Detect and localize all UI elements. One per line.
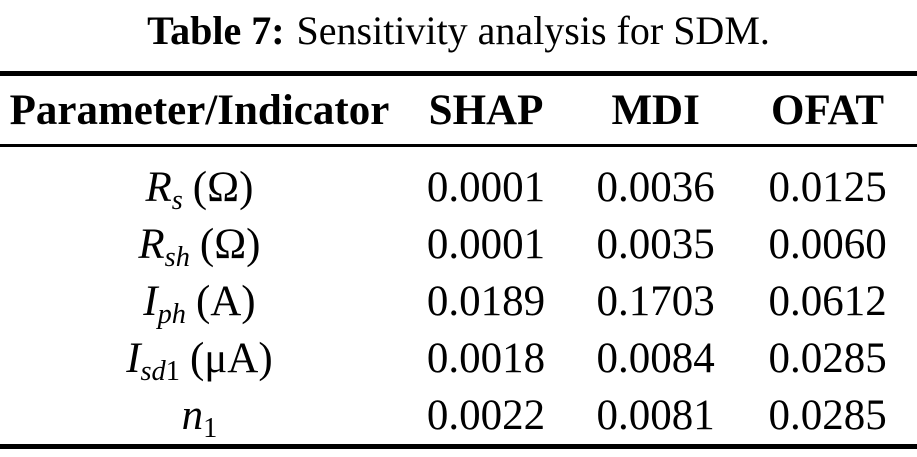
col-header-parameter: Parameter/Indicator (0, 73, 399, 147)
param-unit: (μA) (189, 335, 273, 382)
sensitivity-table: Parameter/Indicator SHAP MDI OFAT Rs (Ω) … (0, 71, 917, 449)
param-cell: Iph (A) (0, 273, 399, 330)
value-cell-mdi: 0.0036 (596, 164, 715, 211)
param-cell: Rsh (Ω) (0, 216, 399, 273)
value-cell-mdi: 0.0035 (596, 221, 715, 268)
value-cell-shap: 0.0018 (426, 335, 546, 382)
header-row: Parameter/Indicator SHAP MDI OFAT (0, 73, 917, 147)
table-caption-text: Sensitivity analysis for SDM. (296, 8, 770, 53)
col-header-ofat: OFAT (738, 73, 917, 147)
table-row: Iph (A) 0.0189 0.1703 0.0612 (0, 273, 917, 330)
value-cell-mdi: 0.1703 (596, 278, 715, 325)
value-cell-shap: 0.0001 (426, 164, 546, 211)
param-symbol: Isd1 (126, 335, 180, 387)
value-cell-mdi: 0.0084 (596, 335, 715, 382)
value-cell-ofat: 0.0060 (768, 221, 887, 268)
table-row: Rs (Ω) 0.0001 0.0036 0.0125 (0, 146, 917, 217)
value-cell-ofat: 0.0285 (768, 392, 887, 439)
value-cell-shap: 0.0001 (426, 221, 546, 268)
value-cell-shap: 0.0022 (426, 392, 546, 439)
value-cell-ofat: 0.0612 (768, 278, 887, 325)
table-caption-number: Table 7: (147, 8, 285, 53)
param-symbol: Iph (143, 278, 186, 330)
param-symbol: Rsh (138, 221, 190, 273)
table-row: Rsh (Ω) 0.0001 0.0035 0.0060 (0, 216, 917, 273)
param-cell: Rs (Ω) (0, 146, 399, 217)
table-row: n1 0.0022 0.0081 0.0285 (0, 387, 917, 447)
param-symbol: Rs (145, 164, 183, 216)
param-unit: (Ω) (192, 164, 254, 211)
param-unit: (Ω) (199, 221, 261, 268)
value-cell-ofat: 0.0125 (768, 164, 887, 211)
param-cell: Isd1 (μA) (0, 330, 399, 387)
value-cell-ofat: 0.0285 (768, 335, 887, 382)
col-header-shap: SHAP (398, 73, 574, 147)
table-row: Isd1 (μA) 0.0018 0.0084 0.0285 (0, 330, 917, 387)
value-cell-shap: 0.0189 (426, 278, 546, 325)
param-cell: n1 (0, 387, 399, 447)
param-unit: (A) (195, 278, 256, 325)
value-cell-mdi: 0.0081 (596, 392, 715, 439)
table-caption: Table 7: Sensitivity analysis for SDM. (0, 0, 917, 71)
col-header-mdi: MDI (573, 73, 739, 147)
param-symbol: n1 (181, 392, 218, 444)
